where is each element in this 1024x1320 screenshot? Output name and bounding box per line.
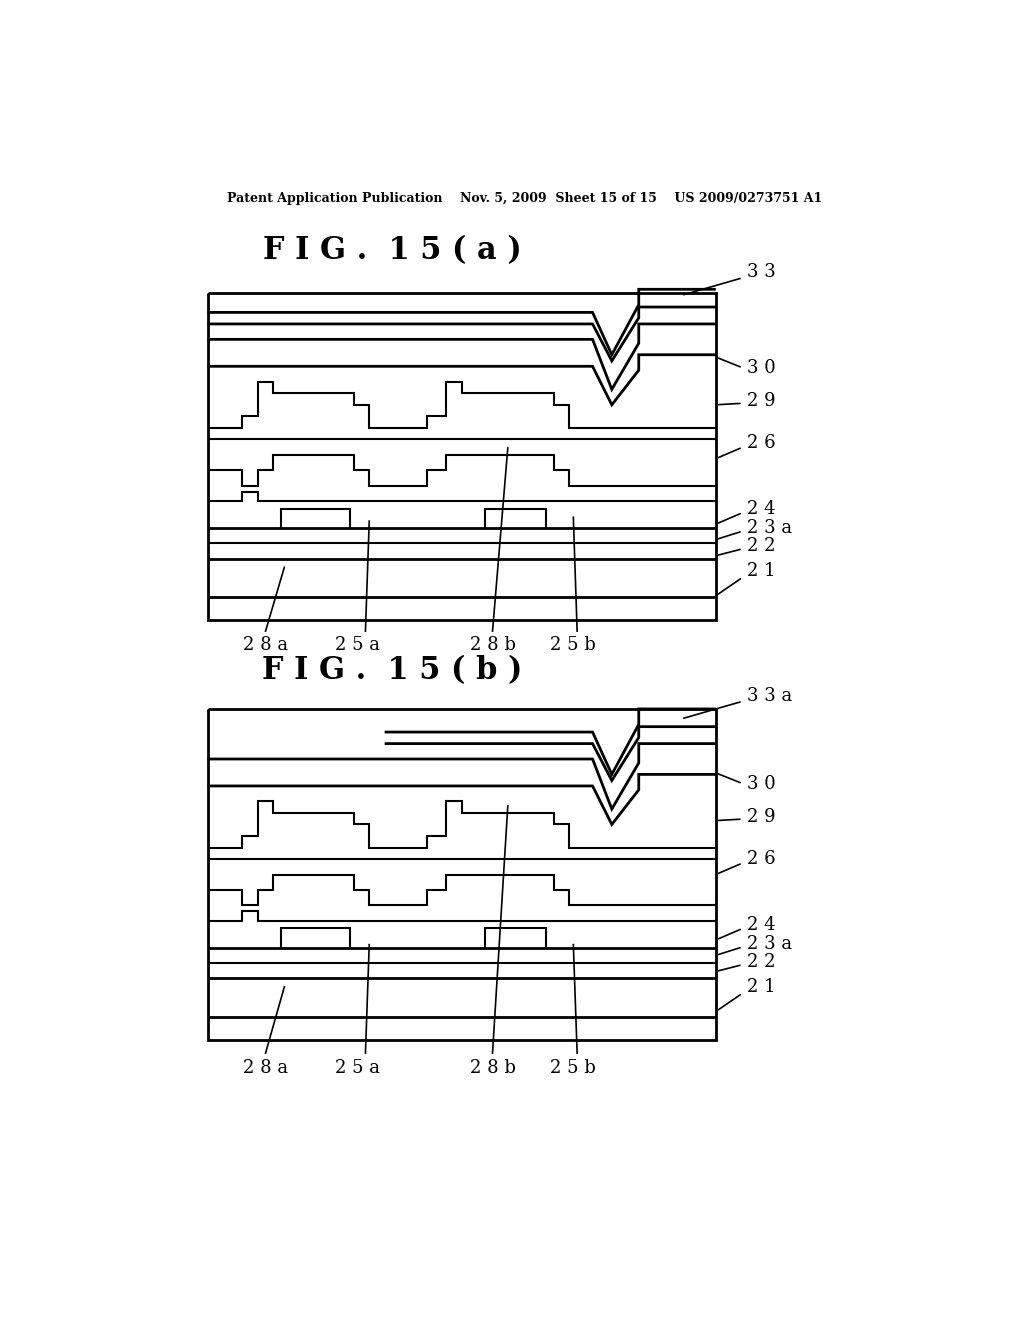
Text: F I G .  1 5 ( b ): F I G . 1 5 ( b )	[262, 655, 522, 686]
Text: 3 0: 3 0	[746, 359, 775, 376]
Text: Patent Application Publication    Nov. 5, 2009  Sheet 15 of 15    US 2009/027375: Patent Application Publication Nov. 5, 2…	[227, 191, 822, 205]
Text: 2 5 b: 2 5 b	[551, 636, 596, 653]
Text: 2 5 b: 2 5 b	[551, 1059, 596, 1077]
Text: 2 9: 2 9	[746, 808, 775, 826]
Text: 2 3 a: 2 3 a	[746, 519, 792, 537]
Text: 2 6: 2 6	[746, 434, 775, 453]
Text: 2 1: 2 1	[746, 562, 775, 579]
Text: 2 2: 2 2	[746, 537, 775, 554]
Text: 2 8 a: 2 8 a	[243, 1059, 288, 1077]
Text: F I G .  1 5 ( a ): F I G . 1 5 ( a )	[263, 235, 522, 267]
Text: 2 8 b: 2 8 b	[470, 636, 515, 653]
Text: 2 5 a: 2 5 a	[335, 636, 380, 653]
Text: 2 8 b: 2 8 b	[470, 1059, 515, 1077]
Text: 3 3 a: 3 3 a	[746, 686, 792, 705]
Text: 2 6: 2 6	[746, 850, 775, 869]
Text: 2 1: 2 1	[746, 978, 775, 995]
Text: 2 3 a: 2 3 a	[746, 935, 792, 953]
Text: 2 4: 2 4	[746, 500, 775, 517]
Text: 2 4: 2 4	[746, 916, 775, 933]
Text: 2 5 a: 2 5 a	[335, 1059, 380, 1077]
Text: 2 8 a: 2 8 a	[243, 636, 288, 653]
Text: 3 0: 3 0	[746, 775, 775, 792]
Text: 2 2: 2 2	[746, 953, 775, 970]
Text: 3 3: 3 3	[746, 264, 775, 281]
Text: 2 9: 2 9	[746, 392, 775, 411]
